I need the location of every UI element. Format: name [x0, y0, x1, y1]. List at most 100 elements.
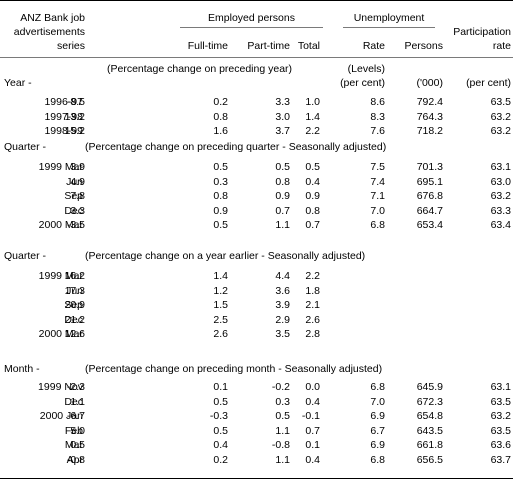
anz-value: 16.2	[64, 270, 85, 282]
rate-value: 8.3	[370, 110, 385, 123]
anz-header-line2: advertisements	[13, 26, 85, 38]
total-value: -0.1	[301, 410, 320, 422]
fulltime-value: 0.4	[213, 439, 228, 451]
participation-value: 63.5	[490, 395, 511, 408]
row-period-label: Dec	[64, 395, 83, 408]
parttime-value: 0.3	[275, 395, 290, 408]
row-period-label: 1996-97	[44, 96, 83, 108]
anz-value: 3.9	[70, 161, 85, 173]
parttime-value: 0.7	[275, 204, 290, 217]
fulltime-value: 0.2	[213, 96, 228, 108]
total-value: 1.4	[305, 110, 320, 123]
row-period-label: Jun	[66, 175, 83, 188]
parttime-value: 3.0	[275, 110, 290, 123]
parttime-value: 2.9	[275, 313, 290, 326]
unemployment-group-label: Unemployment	[353, 12, 425, 24]
header-bottom-rule	[0, 57, 513, 58]
top-rule	[0, 0, 513, 1]
participation-value: 63.2	[490, 110, 511, 123]
total-value: 0.4	[305, 395, 320, 408]
parttime-value: 4.4	[275, 270, 290, 282]
section-month-note: (Percentage change on preceding month - …	[85, 363, 383, 375]
rate-value: 6.8	[370, 219, 385, 231]
row-period-label: 1999 Mar	[38, 270, 83, 282]
total-value: 0.1	[305, 439, 320, 451]
rate-value: 7.4	[370, 175, 385, 188]
total-value: 0.7	[305, 424, 320, 437]
total-value: 2.2	[305, 270, 320, 282]
persons-value: 661.8	[416, 439, 443, 451]
anz-value: -8.5	[66, 96, 85, 108]
total-value: 0.4	[305, 175, 320, 188]
participation-value: 63.5	[490, 96, 511, 108]
persons-value: 764.3	[416, 110, 443, 123]
fulltime-value: 0.2	[213, 453, 228, 466]
participation-value: 63.0	[490, 175, 511, 188]
participation-header-line1: Participation	[453, 26, 511, 38]
section-quarter-yoy-note: (Percentage change on a year earlier - S…	[85, 250, 366, 262]
total-value: 0.7	[305, 219, 320, 231]
fulltime-value: 0.5	[213, 219, 228, 231]
row-period-label: Feb	[64, 424, 83, 437]
anz-value: -6.7	[66, 410, 85, 422]
anz-value: 12.6	[64, 328, 85, 340]
col-header-rate: Rate	[362, 40, 385, 52]
persons-value: 653.4	[416, 219, 443, 231]
anz-value: 17.3	[64, 284, 85, 297]
fulltime-value: 1.5	[213, 299, 228, 311]
section-quarter-label: Quarter -	[4, 141, 47, 153]
section-quarter-yoy-label: Quarter -	[4, 250, 47, 262]
fulltime-value: 2.5	[213, 313, 228, 326]
row-period-label: Jun	[66, 284, 83, 297]
anz-value: 4.9	[70, 175, 85, 188]
rate-value: 7.1	[370, 190, 385, 202]
persons-value: 701.3	[416, 161, 443, 173]
row-period-label: 1999 Mar	[38, 161, 83, 173]
row-period-label: Dec	[64, 204, 83, 217]
participation-value: 63.2	[490, 410, 511, 422]
fulltime-value: 2.6	[213, 328, 228, 340]
total-value: 0.9	[305, 190, 320, 202]
participation-value: 63.1	[490, 381, 511, 393]
fulltime-value: -0.3	[209, 410, 228, 422]
total-value: 1.8	[305, 284, 320, 297]
col-header-fulltime: Full-time	[187, 40, 228, 52]
total-value: 2.1	[305, 299, 320, 311]
anz-value: 21.2	[64, 313, 85, 326]
row-period-label: Mar	[64, 439, 83, 451]
anz-value: 0.5	[70, 439, 85, 451]
total-value: 0.5	[305, 161, 320, 173]
fulltime-value: 0.1	[213, 381, 228, 393]
section-year-note: (Percentage change on preceding year)	[107, 63, 293, 75]
unemployment-group-rule	[343, 27, 435, 28]
anz-value: 1.1	[70, 395, 85, 408]
rate-value: 8.6	[370, 96, 385, 108]
row-period-label: 1998-99	[44, 125, 83, 137]
anz-header-line1: ANZ Bank job	[20, 12, 85, 24]
total-value: 0.0	[305, 381, 320, 393]
anz-header-line3: series	[56, 40, 85, 52]
fulltime-value: 0.8	[213, 110, 228, 123]
anz-value: -0.8	[66, 453, 85, 466]
persons-value: 792.4	[416, 96, 443, 108]
parttime-value: 1.1	[275, 453, 290, 466]
total-value: 2.6	[305, 313, 320, 326]
employed-group-label: Employed persons	[208, 12, 295, 24]
persons-value: 654.8	[416, 410, 443, 422]
parttime-value: 0.5	[275, 410, 290, 422]
rate-value: 6.7	[370, 424, 385, 437]
parttime-value: 3.3	[275, 96, 290, 108]
rate-value: 7.0	[370, 204, 385, 217]
participation-value: 63.2	[490, 190, 511, 202]
fulltime-value: 0.5	[213, 395, 228, 408]
parttime-value: 0.5	[275, 161, 290, 173]
row-period-label: Dec	[64, 313, 83, 326]
parttime-value: 0.8	[275, 175, 290, 188]
participation-value: 63.5	[490, 424, 511, 437]
anz-value: 3.3	[70, 204, 85, 217]
parttime-value: 3.5	[275, 328, 290, 340]
persons-value: 676.8	[416, 190, 443, 202]
fulltime-value: 0.8	[213, 190, 228, 202]
fulltime-value: 0.9	[213, 204, 228, 217]
anz-value: 7.8	[70, 190, 85, 202]
